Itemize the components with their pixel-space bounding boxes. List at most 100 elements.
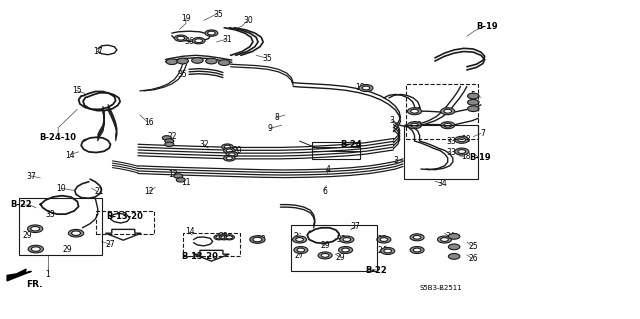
Circle shape [226, 149, 232, 152]
Text: 1: 1 [45, 270, 51, 279]
Circle shape [72, 231, 81, 235]
Circle shape [221, 144, 233, 150]
Text: 19: 19 [181, 14, 191, 23]
Circle shape [297, 248, 305, 252]
Circle shape [342, 248, 349, 252]
Text: B-19: B-19 [477, 22, 498, 31]
Circle shape [449, 254, 460, 259]
Circle shape [192, 38, 205, 44]
Text: B-22: B-22 [365, 265, 387, 275]
Text: S5B3-B2511: S5B3-B2511 [420, 285, 463, 291]
Text: 33: 33 [447, 137, 456, 145]
Text: 31: 31 [223, 35, 232, 44]
Circle shape [377, 236, 391, 243]
Circle shape [408, 122, 422, 129]
Circle shape [253, 237, 262, 242]
Circle shape [165, 142, 173, 146]
Text: 10: 10 [56, 184, 65, 193]
Text: 24: 24 [378, 246, 387, 255]
Text: 6: 6 [323, 187, 328, 197]
Text: 33: 33 [412, 107, 422, 116]
Text: 3: 3 [389, 116, 394, 125]
Bar [19, 198, 102, 256]
Text: 30: 30 [244, 16, 253, 25]
Circle shape [177, 58, 188, 64]
Circle shape [296, 238, 303, 241]
Circle shape [444, 123, 452, 127]
Circle shape [224, 235, 234, 240]
Circle shape [467, 93, 479, 99]
Text: 26: 26 [468, 254, 478, 263]
Circle shape [340, 236, 354, 243]
Circle shape [441, 122, 455, 129]
Text: 18: 18 [355, 83, 364, 92]
Circle shape [216, 236, 222, 239]
Text: B-22: B-22 [10, 200, 32, 209]
Text: 3: 3 [393, 156, 398, 165]
Bar [97, 211, 154, 234]
Text: 16: 16 [144, 117, 154, 127]
Circle shape [224, 145, 230, 148]
Circle shape [444, 109, 452, 113]
Circle shape [343, 238, 351, 241]
Text: 29: 29 [62, 245, 72, 254]
Text: 25: 25 [468, 242, 478, 251]
Text: 29: 29 [320, 241, 330, 250]
Circle shape [467, 100, 479, 105]
Bar [312, 142, 360, 159]
Text: 33: 33 [45, 210, 56, 219]
Circle shape [228, 153, 235, 156]
Text: 33: 33 [447, 148, 456, 157]
Text: 15: 15 [72, 86, 82, 95]
Text: FR.: FR. [26, 279, 42, 288]
Circle shape [410, 234, 424, 241]
Circle shape [411, 123, 419, 127]
Text: 13: 13 [168, 170, 178, 179]
Circle shape [362, 86, 370, 90]
Text: 29: 29 [335, 253, 345, 262]
Text: 8: 8 [274, 113, 279, 122]
Text: 9: 9 [268, 124, 273, 133]
Text: 11: 11 [181, 178, 191, 187]
Text: B-24-10: B-24-10 [40, 133, 77, 142]
Circle shape [441, 108, 455, 115]
Circle shape [174, 35, 187, 41]
Text: 7: 7 [481, 129, 485, 138]
Circle shape [226, 236, 232, 239]
Text: 14: 14 [65, 151, 74, 160]
Circle shape [207, 31, 215, 35]
Circle shape [219, 235, 229, 240]
Circle shape [321, 254, 329, 257]
Circle shape [191, 57, 203, 63]
Text: 12: 12 [144, 187, 154, 197]
Polygon shape [7, 269, 31, 281]
Circle shape [381, 248, 395, 255]
Text: 14: 14 [185, 227, 195, 236]
Circle shape [163, 136, 172, 140]
Circle shape [173, 174, 182, 178]
Text: 29: 29 [22, 231, 33, 240]
Text: B-24: B-24 [340, 140, 362, 149]
Text: 36: 36 [185, 37, 195, 46]
Text: 21: 21 [94, 187, 104, 197]
Text: 35: 35 [177, 70, 187, 79]
Circle shape [31, 247, 40, 251]
Bar [404, 125, 478, 179]
Circle shape [413, 235, 421, 239]
Circle shape [218, 60, 230, 65]
Circle shape [449, 234, 460, 239]
Text: 32: 32 [199, 140, 209, 149]
Circle shape [384, 249, 392, 253]
Circle shape [292, 236, 307, 243]
Circle shape [226, 157, 232, 160]
Circle shape [28, 245, 44, 253]
Text: 33: 33 [412, 121, 422, 130]
Circle shape [359, 85, 373, 92]
Circle shape [165, 139, 173, 143]
Bar [182, 233, 240, 256]
Circle shape [214, 235, 224, 240]
Text: B-19: B-19 [469, 153, 490, 162]
Circle shape [455, 148, 468, 155]
Circle shape [408, 108, 422, 115]
Text: 18: 18 [461, 135, 470, 144]
